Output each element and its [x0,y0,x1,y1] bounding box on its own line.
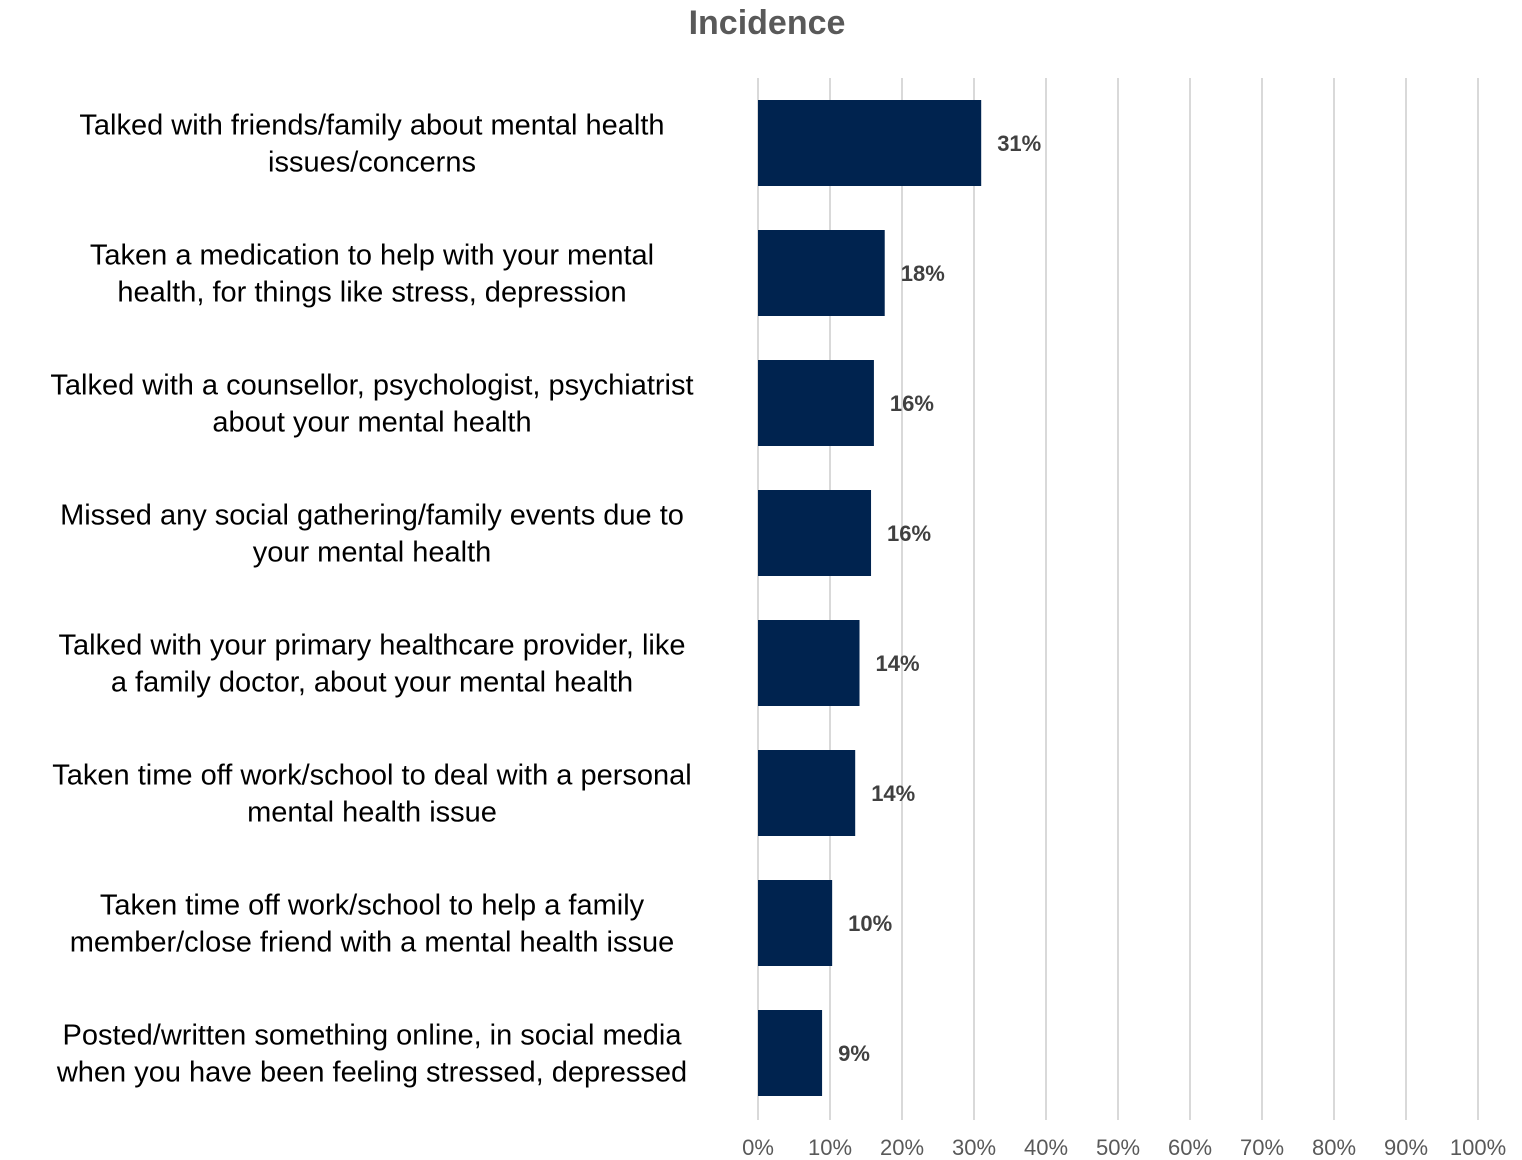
data-label: 9% [838,1041,870,1066]
bars [758,100,982,1096]
x-tick-label: 90% [1384,1135,1428,1160]
category-label: Taken time off work/school to deal with … [52,760,691,829]
x-tick-label: 30% [952,1135,996,1160]
bar [758,230,885,316]
category-label: Missed any social gathering/family event… [60,500,684,569]
x-tick-label: 70% [1240,1135,1284,1160]
bar [758,750,856,836]
bar [758,100,982,186]
category-label: Posted/written something online, in soci… [56,1020,687,1089]
chart-title: Incidence [689,4,846,42]
x-tick-label: 80% [1312,1135,1356,1160]
bar [758,360,874,446]
x-tick-label: 100% [1450,1135,1506,1160]
category-label: Talked with a counsellor, psychologist, … [50,370,693,439]
data-label: 10% [848,911,892,936]
data-label: 14% [876,651,920,676]
bar [758,880,833,966]
category-label: Taken a medication to help with your men… [90,240,654,309]
data-label: 18% [901,261,945,286]
data-label: 16% [890,391,934,416]
category-label: Talked with friends/family about mental … [79,110,664,179]
x-axis-ticks: 0% 10% 20% 30% 40% 50% 60% 70% 80% 90% 100% [742,1135,1506,1160]
data-label: 31% [997,131,1041,156]
category-label: Talked with your primary healthcare prov… [59,630,686,699]
bar [758,620,860,706]
x-tick-label: 0% [742,1135,774,1160]
x-tick-label: 20% [880,1135,924,1160]
bar [758,1010,823,1096]
x-tick-label: 10% [808,1135,852,1160]
data-labels: 31% 18% 16% 16% 14% 14% 10% 9% [838,131,1041,1066]
x-tick-label: 60% [1168,1135,1212,1160]
x-tick-label: 50% [1096,1135,1140,1160]
category-label: Taken time off work/school to help a fam… [70,890,674,959]
data-label: 16% [887,521,931,546]
data-label: 14% [871,781,915,806]
category-labels: Talked with friends/family about mental … [50,110,693,1089]
bar [758,490,872,576]
x-tick-label: 40% [1024,1135,1068,1160]
